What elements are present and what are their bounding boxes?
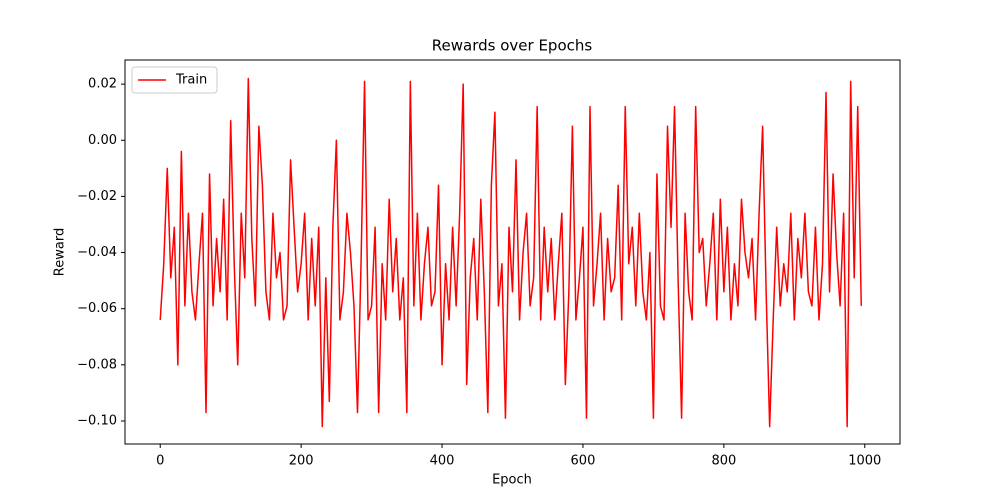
y-tick-label: −0.10: [77, 413, 117, 428]
y-axis-label: Reward: [53, 228, 68, 276]
x-tick-label: 600: [571, 454, 596, 469]
x-tick-label: 200: [289, 454, 314, 469]
chart-title: Rewards over Epochs: [432, 37, 593, 55]
legend-box: [131, 66, 218, 94]
y-tick-label: −0.08: [77, 357, 117, 372]
y-tick-label: 0.02: [88, 77, 117, 92]
line-series: [159, 77, 862, 428]
plot-frame: [124, 59, 901, 445]
legend-label: Train: [175, 73, 207, 88]
y-tick-label: −0.04: [77, 245, 117, 260]
y-tick-label: −0.06: [77, 301, 117, 316]
y-tick-label: −0.02: [77, 189, 117, 204]
x-tick-label: 800: [711, 454, 736, 469]
x-tick-label: 0: [156, 454, 164, 469]
x-axis-label: Epoch: [492, 473, 532, 488]
y-tick-label: 0.00: [88, 133, 117, 148]
x-tick-label: 1000: [848, 454, 881, 469]
x-tick-label: 400: [430, 454, 455, 469]
